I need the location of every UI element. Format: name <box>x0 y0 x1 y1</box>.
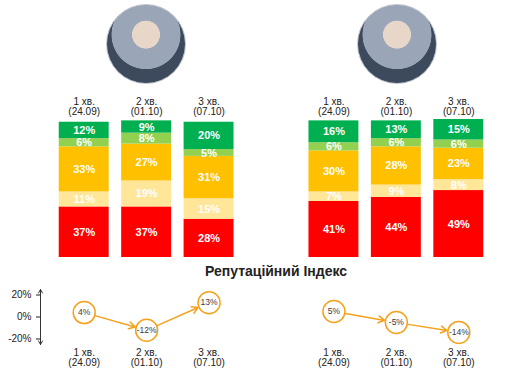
svg-text:2 хв.(01.10): 2 хв.(01.10) <box>131 96 163 117</box>
svg-text:2 хв.(01.10): 2 хв.(01.10) <box>381 347 413 368</box>
svg-text:3 хв.(07.10): 3 хв.(07.10) <box>193 96 225 117</box>
svg-text:11%: 11% <box>73 193 95 205</box>
svg-text:1 хв.(24.09): 1 хв.(24.09) <box>68 347 100 368</box>
svg-text:37%: 37% <box>136 226 158 238</box>
svg-text:28%: 28% <box>198 232 220 244</box>
svg-text:1 хв.(24.09): 1 хв.(24.09) <box>68 96 100 117</box>
svg-text:7%: 7% <box>326 190 342 202</box>
svg-text:8%: 8% <box>451 179 467 191</box>
svg-text:41%: 41% <box>323 223 345 235</box>
svg-text:20%: 20% <box>11 289 31 300</box>
svg-text:30%: 30% <box>323 165 345 177</box>
svg-text:15%: 15% <box>198 203 220 215</box>
svg-text:1 хв.(24.09): 1 хв.(24.09) <box>318 347 350 368</box>
svg-text:3 хв.(07.10): 3 хв.(07.10) <box>443 96 475 117</box>
svg-text:16%: 16% <box>323 125 345 137</box>
svg-text:49%: 49% <box>448 218 470 230</box>
svg-text:37%: 37% <box>73 226 95 238</box>
svg-text:6%: 6% <box>76 136 92 148</box>
svg-text:13%: 13% <box>201 297 218 307</box>
svg-text:6%: 6% <box>388 136 404 148</box>
svg-text:6%: 6% <box>326 140 342 152</box>
svg-text:0%: 0% <box>17 311 32 322</box>
svg-text:15%: 15% <box>448 123 470 135</box>
svg-text:2 хв.(01.10): 2 хв.(01.10) <box>131 347 163 368</box>
html-text:Репутаційний Індекс: Репутаційний Індекс <box>204 263 348 279</box>
svg-text:33%: 33% <box>73 163 95 175</box>
svg-text:31%: 31% <box>198 171 220 183</box>
svg-text:23%: 23% <box>448 157 470 169</box>
svg-text:-5%: -5% <box>389 317 405 327</box>
svg-text:-14%: -14% <box>449 327 469 337</box>
svg-text:9%: 9% <box>139 121 155 133</box>
svg-text:12%: 12% <box>73 124 95 136</box>
svg-text:9%: 9% <box>388 185 404 197</box>
svg-text:13%: 13% <box>385 123 407 135</box>
svg-text:5%: 5% <box>201 146 217 158</box>
svg-text:20%: 20% <box>198 129 220 141</box>
svg-text:27%: 27% <box>136 156 158 168</box>
svg-text:2 хв.(01.10): 2 хв.(01.10) <box>381 96 413 117</box>
svg-text:3 хв.(07.10): 3 хв.(07.10) <box>193 347 225 368</box>
svg-text:44%: 44% <box>385 221 407 233</box>
svg-text:6%: 6% <box>451 138 467 150</box>
svg-text:8%: 8% <box>139 132 155 144</box>
svg-text:1 хв.(24.09): 1 хв.(24.09) <box>318 96 350 117</box>
svg-text:3 хв.(07.10): 3 хв.(07.10) <box>443 347 475 368</box>
svg-text:-20%: -20% <box>8 333 31 344</box>
svg-text:5%: 5% <box>328 306 341 316</box>
svg-text:28%: 28% <box>385 159 407 171</box>
svg-text:-12%: -12% <box>137 325 157 335</box>
svg-text:19%: 19% <box>136 187 158 199</box>
svg-text:4%: 4% <box>78 307 91 317</box>
